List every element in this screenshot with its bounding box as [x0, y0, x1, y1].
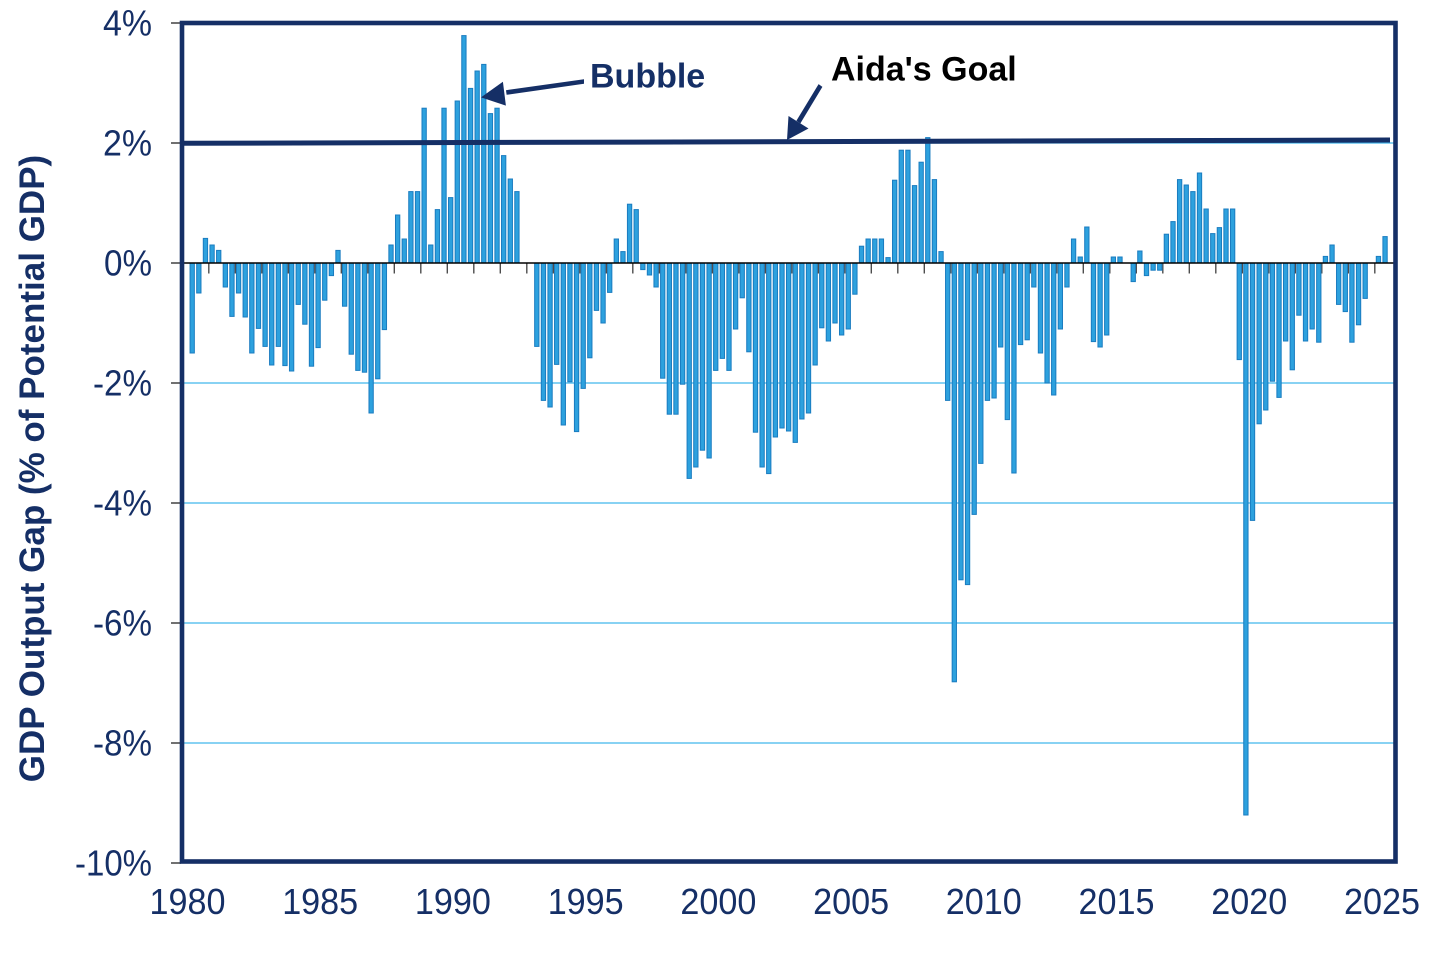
- svg-text:2020: 2020: [1211, 881, 1287, 922]
- svg-text:-8%: -8%: [93, 723, 152, 764]
- svg-text:2005: 2005: [813, 881, 889, 922]
- svg-text:Aida's Goal: Aida's Goal: [831, 51, 1017, 89]
- svg-text:-6%: -6%: [93, 603, 152, 644]
- svg-text:2015: 2015: [1079, 881, 1155, 922]
- svg-text:-4%: -4%: [93, 483, 152, 524]
- svg-text:-2%: -2%: [93, 363, 152, 404]
- svg-text:1980: 1980: [150, 881, 226, 922]
- svg-text:1995: 1995: [548, 881, 624, 922]
- svg-text:2010: 2010: [946, 881, 1022, 922]
- svg-text:-10%: -10%: [75, 843, 152, 884]
- svg-text:4%: 4%: [103, 3, 152, 44]
- svg-text:0%: 0%: [104, 243, 152, 284]
- svg-text:2025: 2025: [1344, 881, 1420, 922]
- svg-text:GDP Output Gap (% of Potential: GDP Output Gap (% of Potential GDP): [13, 155, 52, 782]
- svg-text:1990: 1990: [415, 881, 491, 922]
- svg-text:1985: 1985: [282, 881, 358, 922]
- svg-text:2%: 2%: [103, 123, 152, 164]
- svg-text:Bubble: Bubble: [590, 58, 705, 96]
- svg-text:2000: 2000: [680, 881, 756, 922]
